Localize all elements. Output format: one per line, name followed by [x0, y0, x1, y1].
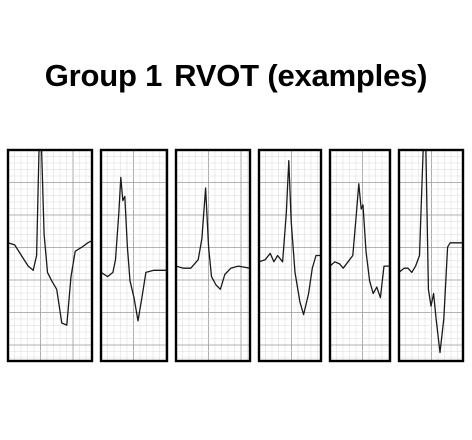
ecg-trace [330, 183, 390, 299]
ecg-strip-frame [99, 148, 169, 363]
ecg-grid [101, 150, 167, 361]
ecg-strip-4 [257, 148, 323, 363]
ecg-strip-5 [328, 148, 392, 363]
ecg-strip-3 [174, 148, 252, 363]
ecg-grid [399, 150, 463, 361]
ecg-grid [176, 150, 250, 361]
ecg-trace [399, 150, 463, 354]
page-title: Group 1 RVOT (examples) [0, 58, 472, 94]
ecg-trace [259, 159, 321, 316]
ecg-strip-frame [328, 148, 392, 363]
title-group: Group 1 [44, 58, 163, 93]
ecg-strip-1 [6, 148, 94, 363]
ecg-grid [330, 150, 390, 361]
ecg-trace [176, 187, 250, 290]
ecg-grid [8, 150, 92, 361]
ecg-strip-frame [6, 148, 94, 363]
ecg-strip-2 [99, 148, 169, 363]
ecg-grid [259, 150, 321, 361]
ecg-trace [8, 150, 92, 326]
ecg-trace [101, 176, 167, 322]
ecg-strip-frame [257, 148, 323, 363]
title-label: RVOT (examples) [174, 58, 428, 93]
ecg-strip-6 [397, 148, 465, 363]
ecg-strip-frame [397, 148, 465, 363]
ecg-strip-frame [174, 148, 252, 363]
